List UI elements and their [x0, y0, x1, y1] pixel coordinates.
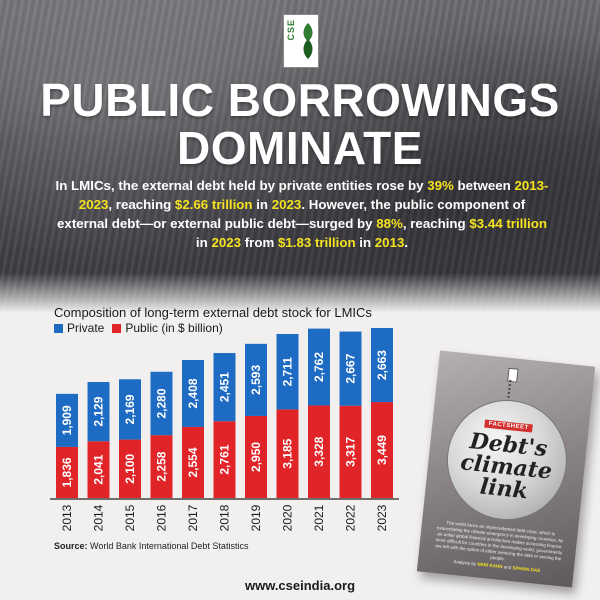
lead-highlight: 2023 — [211, 235, 242, 250]
bar-public-2018 — [213, 421, 236, 498]
label-public-2018: 2,761 — [218, 444, 232, 474]
bar-public-2013 — [56, 446, 78, 498]
lead-text: , reaching — [108, 197, 175, 212]
lead-text: in — [355, 235, 375, 250]
label-private-2020: 2,711 — [281, 357, 295, 387]
lead-highlight: 88% — [376, 216, 403, 231]
lead-text: in — [252, 197, 272, 212]
legend-swatch-public — [112, 323, 122, 333]
factsheet-cover: FACTSHEET Debt's climate link The world … — [416, 350, 596, 588]
label-private-2016: 2,280 — [155, 388, 169, 418]
bar-private-2017 — [182, 359, 204, 427]
lead-text: between — [453, 178, 515, 193]
label-private-2023: 2,663 — [375, 350, 389, 380]
x-tick-2017: 2017 — [186, 504, 200, 531]
lead-text: . However, the public component of exter… — [57, 197, 526, 231]
lead-paragraph: In LMICs, the external debt held by priv… — [52, 176, 552, 252]
lead-highlight: $3.44 trillion — [469, 216, 547, 231]
author-2: SPHIAN DAS — [512, 565, 541, 574]
label-public-2016: 2,258 — [155, 451, 169, 481]
label-private-2014: 2,129 — [92, 396, 106, 426]
legend-label-public: Public (in $ billion) — [125, 321, 223, 335]
lead-highlight: 2013-2023 — [78, 178, 549, 212]
label-private-2022: 2,667 — [344, 353, 358, 383]
footer-url[interactable]: www.cseindia.org — [244, 578, 356, 593]
bar-public-2016 — [150, 435, 173, 498]
label-public-2015: 2,100 — [123, 453, 137, 483]
x-tick-2014: 2014 — [92, 504, 106, 531]
source-text: World Bank International Debt Statistics — [90, 541, 249, 551]
lead-highlight: $2.66 trillion — [174, 197, 253, 212]
bar-private-2020 — [276, 334, 299, 410]
book-title: Debt's climate link — [445, 428, 567, 506]
label-private-2015: 2,169 — [123, 394, 137, 424]
bar-public-2017 — [182, 426, 204, 498]
legend-swatch-private — [54, 323, 63, 333]
source-label: Source: — [54, 541, 88, 551]
bar-private-2022 — [339, 331, 362, 406]
label-public-2014: 2,041 — [92, 454, 106, 484]
bar-private-2014 — [87, 382, 110, 442]
authors-prefix: Analysis by — [453, 559, 477, 567]
label-public-2020: 3,185 — [281, 438, 295, 468]
label-public-2022: 3,317 — [344, 437, 358, 467]
label-private-2019: 2,593 — [249, 365, 263, 395]
x-tick-2023: 2023 — [375, 504, 389, 531]
bar-public-2020 — [276, 409, 299, 498]
x-tick-2021: 2021 — [312, 504, 326, 531]
bar-public-2014 — [87, 441, 110, 498]
x-tick-2022: 2022 — [344, 504, 358, 531]
bar-private-2023 — [371, 328, 393, 403]
bar-public-2015 — [119, 439, 141, 498]
legend-item-public: Public (in $ billion) — [112, 321, 223, 335]
lead-highlight: 39% — [427, 178, 454, 193]
legend-label-private: Private — [67, 321, 105, 335]
lead-highlight: 2013 — [374, 235, 405, 250]
lead-text: from — [241, 235, 278, 250]
lead-text: in — [195, 235, 212, 250]
x-tick-2015: 2015 — [123, 504, 137, 531]
leaf-icon — [303, 23, 313, 59]
headline-line-2: DOMINATE — [177, 122, 423, 174]
x-tick-2013: 2013 — [60, 504, 74, 531]
x-tick-2019: 2019 — [249, 504, 263, 531]
author-1: NIHR KAHN — [477, 561, 503, 570]
bar-public-2021 — [308, 405, 330, 498]
bar-public-2022 — [339, 405, 362, 498]
lead-text: , reaching — [402, 216, 470, 231]
x-tick-2016: 2016 — [155, 504, 169, 531]
headline-line-1: PUBLIC BORROWINGS — [40, 74, 560, 126]
legend-item-private: Private — [54, 321, 104, 335]
lead-text: . — [404, 235, 409, 250]
bar-public-2019 — [245, 415, 267, 498]
bar-private-2013 — [56, 393, 78, 447]
label-private-2021: 2,762 — [312, 352, 326, 382]
lead-highlight: $1.83 trillion — [277, 235, 356, 250]
chart-title: Composition of long-term external debt s… — [54, 305, 372, 320]
chart-source: Source: World Bank International Debt St… — [54, 541, 248, 551]
chart-legend: Private Public (in $ billion) — [54, 321, 231, 335]
label-public-2013: 1,836 — [60, 457, 74, 487]
label-public-2021: 3,328 — [312, 436, 326, 466]
headline: PUBLIC BORROWINGS DOMINATE — [0, 76, 600, 172]
label-private-2013: 1,909 — [60, 405, 74, 435]
cse-logo: CSE — [283, 14, 319, 68]
lead-text: In LMICs, the external debt held by priv… — [55, 178, 428, 193]
label-private-2018: 2,451 — [218, 372, 232, 402]
label-public-2019: 2,950 — [249, 442, 263, 472]
authors-and: and — [503, 564, 512, 571]
bar-private-2015 — [119, 379, 141, 440]
label-private-2017: 2,408 — [186, 378, 200, 408]
x-tick-2020: 2020 — [281, 504, 295, 531]
lead-highlight: 2023 — [271, 197, 302, 212]
bar-private-2018 — [213, 353, 236, 422]
label-public-2017: 2,554 — [186, 447, 200, 477]
x-tick-2018: 2018 — [218, 504, 232, 531]
bar-private-2016 — [150, 371, 173, 436]
bar-private-2021 — [308, 328, 330, 406]
bar-private-2019 — [245, 343, 267, 416]
label-public-2023: 3,449 — [375, 435, 389, 465]
bar-public-2023 — [371, 402, 393, 498]
